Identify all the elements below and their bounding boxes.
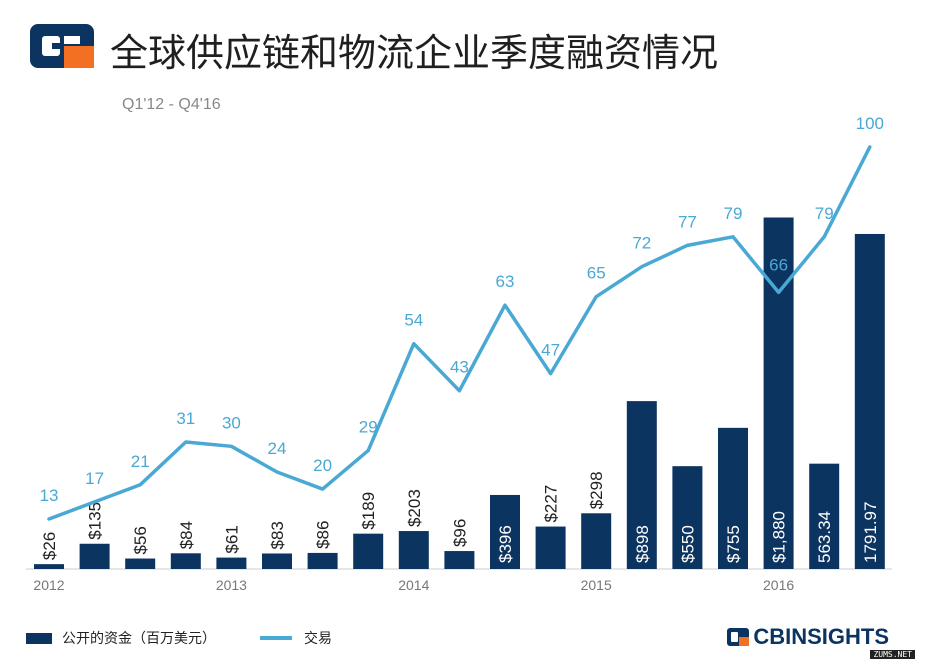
funding-bar: [581, 513, 612, 569]
deal-count-label: 21: [131, 452, 150, 471]
legend-line-swatch: [260, 636, 292, 640]
bar-value-label: 1791.97: [861, 502, 880, 563]
bar-value-label: $135: [86, 502, 105, 540]
bar-value-label: $755: [724, 525, 743, 563]
legend-line-label: 交易: [304, 631, 332, 647]
funding-bar: [535, 526, 566, 569]
bar-value-label: $56: [131, 526, 150, 554]
funding-bar: [125, 558, 156, 569]
x-tick-label: 2016: [763, 577, 794, 593]
deal-count-label: 47: [541, 341, 560, 360]
deal-count-label: 54: [404, 311, 423, 330]
funding-bar: [809, 463, 840, 569]
bar-value-label: $84: [177, 521, 196, 549]
funding-bar: [170, 553, 201, 569]
deal-count-label: 17: [85, 469, 104, 488]
watermark: ZUMS.NET: [870, 650, 915, 659]
funding-bar: [216, 557, 247, 569]
deal-count-label: 72: [632, 234, 651, 253]
deal-count-label: 31: [176, 409, 195, 428]
bar-value-label: $83: [268, 521, 287, 549]
deal-count-label: 29: [359, 418, 378, 437]
brand-logo: CBINSIGHTS: [727, 624, 889, 650]
bar-value-label: $396: [496, 525, 515, 563]
funding-bar: [672, 466, 703, 569]
x-tick-label: 2015: [581, 577, 612, 593]
funding-bar: [854, 233, 885, 569]
bar-value-label: $96: [450, 519, 469, 547]
funding-bar: [626, 401, 657, 569]
deal-count-label: 20: [313, 456, 332, 475]
deal-count-label: 66: [769, 255, 788, 274]
deal-count-label: 13: [40, 486, 59, 505]
bar-value-label: 563.34: [815, 511, 834, 563]
funding-bar: [718, 427, 748, 569]
bar-value-label: $898: [633, 525, 652, 563]
deals-line: [47, 145, 872, 521]
x-tick-label: 2014: [398, 577, 429, 593]
funding-bar: [353, 533, 384, 569]
deal-count-label: 79: [815, 204, 834, 223]
cb-insights-logo: [30, 24, 94, 68]
x-tick-label: 2012: [33, 577, 64, 593]
funding-bar: [79, 543, 110, 569]
brand-text: CBINSIGHTS: [753, 624, 889, 649]
bar-value-label: $189: [359, 492, 378, 530]
bar-value-label: $1,880: [770, 511, 789, 563]
deal-count-label: 65: [587, 264, 606, 283]
funding-bar: [34, 564, 64, 569]
bar-value-label: $26: [40, 532, 59, 560]
chart-subtitle: Q1'12 - Q4'16: [122, 96, 221, 113]
funding-bar: [490, 494, 520, 569]
deal-count-label: 24: [268, 439, 287, 458]
deal-count-label: 30: [222, 413, 241, 432]
bar-value-label: $227: [542, 485, 561, 523]
bar-value-label: $86: [314, 521, 333, 549]
deal-count-label: 77: [678, 212, 697, 231]
funding-bar: [307, 552, 338, 569]
funding-bar: [398, 531, 429, 569]
legend-bar-label: 公开的资金（百万美元）: [62, 631, 216, 647]
x-tick-label: 2013: [216, 577, 247, 593]
deal-count-label: 100: [856, 114, 884, 133]
legend: 公开的资金（百万美元） 交易: [26, 628, 332, 648]
funding-bar: [262, 553, 292, 569]
deal-count-label: 63: [496, 272, 515, 291]
bar-value-label: $61: [222, 525, 241, 553]
funding-bar: [444, 551, 475, 569]
cb-mark-icon: [727, 628, 750, 646]
deal-count-label: 43: [450, 358, 469, 377]
legend-bar-swatch: [26, 632, 52, 644]
deal-count-label: 79: [724, 204, 743, 223]
bar-value-label: $550: [678, 525, 697, 563]
bar-value-label: $298: [587, 471, 606, 509]
funding-bar: [763, 217, 794, 569]
chart-title: 全球供应链和物流企业季度融资情况: [110, 31, 719, 75]
bar-value-label: $203: [405, 489, 424, 527]
